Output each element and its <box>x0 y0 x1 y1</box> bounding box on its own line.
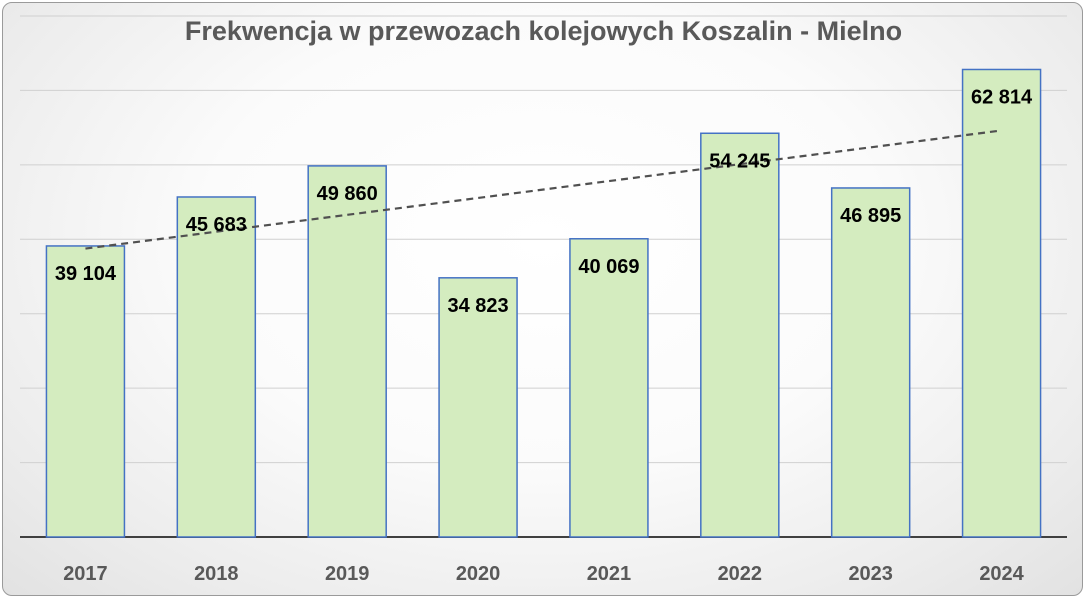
data-label: 46 895 <box>840 205 901 227</box>
bar-2022 <box>700 132 780 538</box>
x-tick-label: 2017 <box>63 563 108 585</box>
data-label: 40 069 <box>578 256 639 278</box>
data-label: 45 683 <box>186 214 247 236</box>
data-label: 39 104 <box>55 263 117 285</box>
x-tick-label: 2024 <box>979 563 1024 585</box>
data-label: 62 814 <box>971 86 1033 108</box>
x-tick-label: 2021 <box>587 563 632 585</box>
bar-2020 <box>438 277 518 538</box>
bar-2018 <box>176 196 257 538</box>
data-label: 49 860 <box>317 183 378 205</box>
x-tick-label: 2022 <box>718 563 763 585</box>
data-label: 34 823 <box>447 295 508 317</box>
trendline <box>85 129 1002 250</box>
bar-2024 <box>961 68 1042 538</box>
x-axis-ticks: 2017 2018 2019 2020 2021 2022 2023 2024 <box>63 563 1024 585</box>
bar-2021 <box>569 238 649 538</box>
x-tick-label: 2019 <box>325 563 370 585</box>
bar-2017 <box>45 245 126 538</box>
trendline-group <box>85 129 1002 250</box>
bar-2019 <box>307 165 387 538</box>
data-labels: 39 104 45 683 49 860 34 823 40 069 54 245 46 8… <box>55 86 1033 316</box>
x-tick-label: 2023 <box>848 563 893 585</box>
chart-title: Frekwencja w przewozach kolejowych Kosza… <box>184 16 903 46</box>
x-tick-label: 2020 <box>456 563 501 585</box>
x-tick-label: 2018 <box>194 563 239 585</box>
data-label: 54 245 <box>709 150 770 172</box>
bars <box>45 68 1042 538</box>
bar-2023 <box>830 187 911 538</box>
